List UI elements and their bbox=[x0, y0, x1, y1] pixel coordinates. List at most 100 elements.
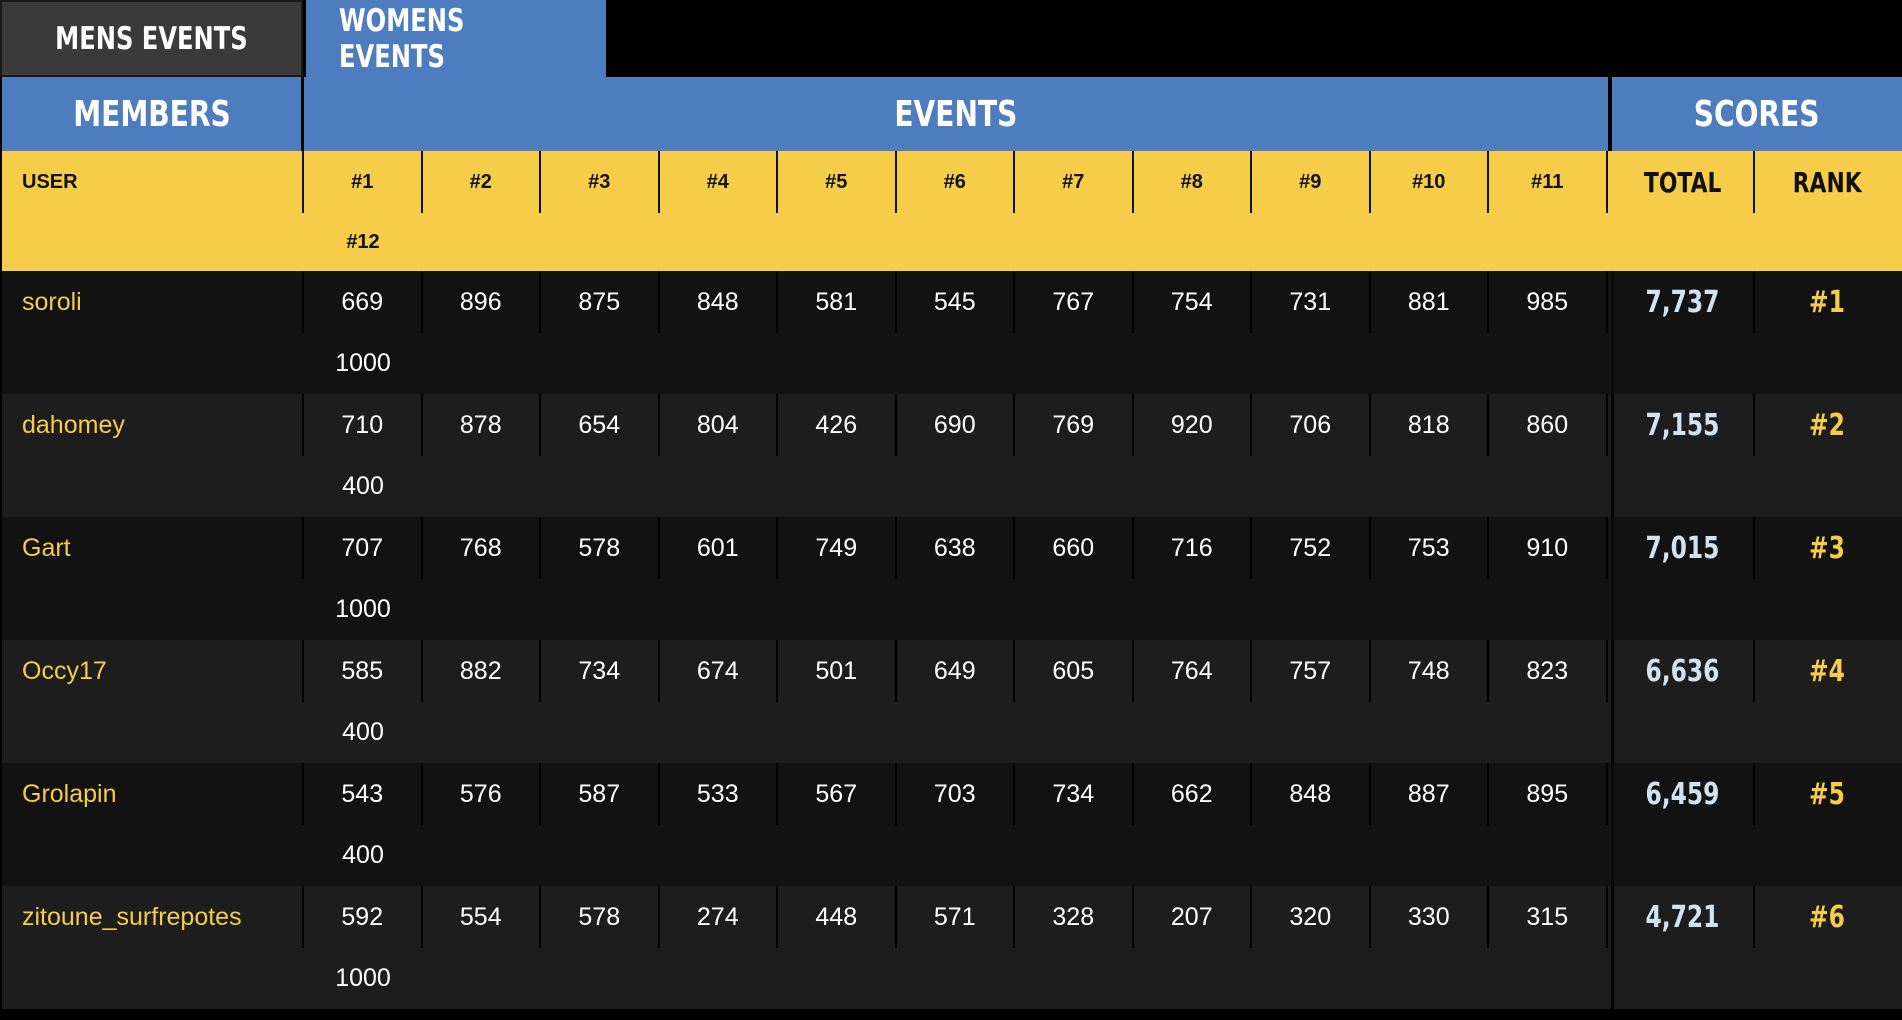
event-score-3: 875 bbox=[541, 271, 660, 333]
scores-divider bbox=[1611, 394, 1614, 517]
event-score-9: 731 bbox=[1252, 271, 1371, 333]
event-score-8: 920 bbox=[1134, 394, 1252, 456]
column-header-event-4: #4 bbox=[660, 151, 778, 213]
scores-divider bbox=[1611, 763, 1614, 886]
event-score-7: 605 bbox=[1015, 640, 1134, 702]
event-score-9: 706 bbox=[1252, 394, 1371, 456]
event-score-9: 848 bbox=[1252, 763, 1371, 825]
event-score-5: 426 bbox=[778, 394, 897, 456]
event-score-3: 654 bbox=[541, 394, 660, 456]
event-score-4: 601 bbox=[660, 517, 778, 579]
user-name: soroli bbox=[2, 271, 304, 333]
column-header-event-1: #1 bbox=[304, 151, 423, 213]
event-score-5: 581 bbox=[778, 271, 897, 333]
event-score-5: 749 bbox=[778, 517, 897, 579]
event-score-12: 400 bbox=[342, 472, 384, 500]
column-header-event-6: #6 bbox=[897, 151, 1015, 213]
column-header-event-12: #12 bbox=[346, 230, 380, 253]
table-row: dahomey 710 878 654 804 426 690 769 920 706 818 860… bbox=[2, 394, 1902, 517]
event-score-4: 674 bbox=[660, 640, 778, 702]
event-score-6: 690 bbox=[897, 394, 1015, 456]
event-score-11: 860 bbox=[1489, 394, 1608, 456]
column-header-total: TOTAL bbox=[1612, 151, 1755, 213]
event-score-7: 328 bbox=[1015, 886, 1134, 948]
column-header-event-10: #10 bbox=[1371, 151, 1489, 213]
scores-group-header: SCORES bbox=[1612, 77, 1902, 151]
event-score-4: 848 bbox=[660, 271, 778, 333]
user-name: Occy17 bbox=[2, 640, 304, 702]
event-score-1: 592 bbox=[304, 886, 423, 948]
event-score-3: 587 bbox=[541, 763, 660, 825]
rank-badge: #5 bbox=[1809, 776, 1846, 812]
column-header-event-8: #8 bbox=[1134, 151, 1252, 213]
rank-badge: #3 bbox=[1809, 530, 1846, 566]
scores-divider bbox=[1611, 886, 1614, 1009]
event-score-8: 716 bbox=[1134, 517, 1252, 579]
rank-badge: #2 bbox=[1809, 407, 1846, 443]
event-score-8: 754 bbox=[1134, 271, 1252, 333]
event-score-2: 576 bbox=[423, 763, 541, 825]
scores-divider bbox=[1611, 640, 1614, 763]
event-score-12: 1000 bbox=[335, 349, 391, 377]
column-header-event-5: #5 bbox=[778, 151, 897, 213]
column-header-rank: RANK bbox=[1793, 165, 1862, 199]
event-score-10: 330 bbox=[1371, 886, 1489, 948]
event-score-6: 649 bbox=[897, 640, 1015, 702]
event-score-1: 543 bbox=[304, 763, 423, 825]
tab-mens-events-label: MENS EVENTS bbox=[55, 20, 248, 57]
event-score-11: 823 bbox=[1489, 640, 1608, 702]
event-score-10: 748 bbox=[1371, 640, 1489, 702]
event-score-5: 501 bbox=[778, 640, 897, 702]
event-score-12: 1000 bbox=[335, 595, 391, 623]
tab-mens-events[interactable]: MENS EVENTS bbox=[0, 0, 303, 77]
total-score: 6,636 bbox=[1612, 640, 1755, 702]
event-score-9: 320 bbox=[1252, 886, 1371, 948]
event-score-3: 734 bbox=[541, 640, 660, 702]
event-score-1: 585 bbox=[304, 640, 423, 702]
event-score-6: 571 bbox=[897, 886, 1015, 948]
event-score-11: 895 bbox=[1489, 763, 1608, 825]
total-score: 4,721 bbox=[1612, 886, 1755, 948]
event-score-9: 757 bbox=[1252, 640, 1371, 702]
column-header-event-3: #3 bbox=[541, 151, 660, 213]
event-score-1: 707 bbox=[304, 517, 423, 579]
event-score-8: 662 bbox=[1134, 763, 1252, 825]
rank-badge: #4 bbox=[1809, 653, 1846, 689]
event-score-2: 768 bbox=[423, 517, 541, 579]
group-header-row: MEMBERS EVENTS SCORES bbox=[0, 77, 1902, 151]
scores-divider bbox=[1611, 271, 1614, 394]
event-score-10: 818 bbox=[1371, 394, 1489, 456]
column-header-user: USER bbox=[2, 151, 304, 213]
event-score-10: 887 bbox=[1371, 763, 1489, 825]
rank-badge: #1 bbox=[1809, 284, 1846, 320]
event-score-7: 767 bbox=[1015, 271, 1134, 333]
table-row: Gart 707 768 578 601 749 638 660 716 752 753 910 100… bbox=[2, 517, 1902, 640]
column-header-event-11: #11 bbox=[1489, 151, 1608, 213]
event-score-8: 764 bbox=[1134, 640, 1252, 702]
table-row: Grolapin 543 576 587 533 567 703 734 662 848 887 89… bbox=[2, 763, 1902, 886]
event-tabs: MENS EVENTS WOMENS EVENTS bbox=[0, 0, 1902, 77]
event-score-9: 752 bbox=[1252, 517, 1371, 579]
total-score: 7,737 bbox=[1612, 271, 1755, 333]
event-score-11: 315 bbox=[1489, 886, 1608, 948]
event-score-12: 1000 bbox=[335, 964, 391, 992]
event-score-11: 985 bbox=[1489, 271, 1608, 333]
column-header-event-9: #9 bbox=[1252, 151, 1371, 213]
event-score-1: 710 bbox=[304, 394, 423, 456]
event-score-7: 769 bbox=[1015, 394, 1134, 456]
table-row: Occy17 585 882 734 674 501 649 605 764 757 748 823 4… bbox=[2, 640, 1902, 763]
tab-womens-events[interactable]: WOMENS EVENTS bbox=[306, 0, 606, 77]
table-row: zitoune_surfrepotes 592 554 578 274 448 571 328… bbox=[2, 886, 1902, 1009]
event-score-1: 669 bbox=[304, 271, 423, 333]
event-score-3: 578 bbox=[541, 886, 660, 948]
event-score-6: 703 bbox=[897, 763, 1015, 825]
column-header-row: USER #1 #2 #3 #4 #5 #6 #7 #8 #9 #10 #11 #12 TOTAL RAN… bbox=[2, 151, 1902, 271]
event-score-2: 878 bbox=[423, 394, 541, 456]
user-name: dahomey bbox=[2, 394, 304, 456]
event-score-12: 400 bbox=[342, 841, 384, 869]
event-score-4: 274 bbox=[660, 886, 778, 948]
event-score-10: 881 bbox=[1371, 271, 1489, 333]
tab-womens-events-label: WOMENS EVENTS bbox=[339, 2, 465, 75]
event-score-8: 207 bbox=[1134, 886, 1252, 948]
column-header-event-2: #2 bbox=[423, 151, 541, 213]
